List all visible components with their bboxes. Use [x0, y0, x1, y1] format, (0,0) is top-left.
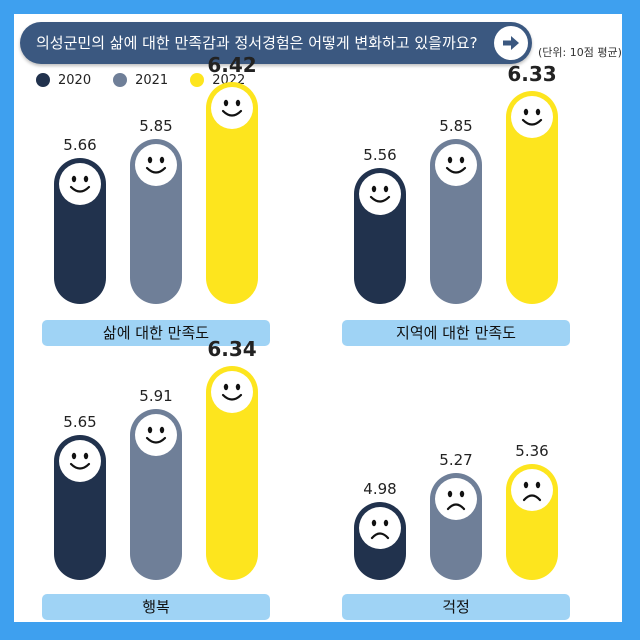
category-label-bg	[42, 320, 270, 346]
face-eye-right	[459, 490, 465, 498]
face-icon	[135, 414, 177, 456]
face-eye-left	[523, 108, 529, 116]
category-label-3: 행복	[142, 598, 170, 616]
frown-face-mouth	[446, 503, 466, 511]
legend-label-2021: 2021	[135, 72, 169, 88]
face-icon	[59, 163, 101, 205]
legend-item-2020: 2020	[36, 73, 91, 88]
face-eye-right	[383, 185, 389, 193]
frown-face-mouth	[522, 494, 542, 502]
face-icon	[211, 371, 253, 413]
face-eye-left	[371, 185, 377, 193]
face-eye-right	[159, 426, 165, 434]
face-icon	[135, 144, 177, 186]
category-label-bg	[342, 320, 570, 346]
smile-face-mouth	[369, 195, 391, 203]
face-eye-left	[223, 99, 229, 107]
header-banner: 의성군민의 삶에 대한 만족감과 정서경험은 어떻게 변화하고 있을까요?	[20, 22, 532, 64]
smile-face-mouth	[69, 462, 91, 470]
face-icon	[211, 87, 253, 129]
data-label-2-2020: 5.56	[363, 146, 396, 164]
face-icon	[435, 478, 477, 520]
face-icon	[59, 440, 101, 482]
face-eye-left	[147, 156, 153, 164]
data-label-1-2022: 6.42	[207, 53, 256, 77]
category-label-4: 걱정	[442, 598, 470, 616]
face-eye-right	[83, 175, 89, 183]
face-eye-right	[459, 156, 465, 164]
category-label-bg	[42, 594, 270, 620]
face-eye-left	[447, 490, 453, 498]
data-label-4-2020: 4.98	[363, 480, 396, 498]
face-icon	[511, 96, 553, 138]
face-eye-left	[147, 426, 153, 434]
data-label-3-2021: 5.91	[139, 387, 172, 405]
face-eye-right	[383, 519, 389, 527]
bar-2-2022	[506, 91, 558, 304]
charts-canvas: 5.66 5.85 6.42 삶에 대한 만족도 5.56 5.85 6.33 지역에 대한 …	[42, 53, 570, 620]
legend-label-2020: 2020	[58, 72, 92, 88]
header-title: 의성군민의 삶에 대한 만족감과 정서경험은 어떻게 변화하고 있을까요?	[36, 34, 478, 52]
face-eye-left	[371, 519, 377, 527]
data-label-1-2020: 5.66	[63, 136, 96, 154]
bar-3-2021	[130, 409, 182, 580]
face-eye-left	[71, 452, 77, 460]
data-label-4-2022: 5.36	[515, 442, 548, 460]
smile-face-mouth	[69, 185, 91, 193]
face-eye-right	[235, 99, 241, 107]
data-label-2-2021: 5.85	[439, 117, 472, 135]
face-eye-left	[523, 481, 529, 489]
unit-note: (단위: 10점 평균)	[538, 46, 622, 59]
face-icon	[359, 173, 401, 215]
bar-3-2022	[206, 366, 258, 580]
data-label-4-2021: 5.27	[439, 451, 472, 469]
face-icon	[359, 507, 401, 549]
data-label-3-2022: 6.34	[207, 337, 256, 361]
frown-face-mouth	[370, 532, 390, 540]
face-eye-left	[447, 156, 453, 164]
category-label-2: 지역에 대한 만족도	[396, 324, 516, 342]
face-eye-right	[235, 383, 241, 391]
smile-face-mouth	[145, 166, 167, 174]
legend-item-2021: 2021	[113, 73, 168, 88]
smile-face-mouth	[221, 109, 243, 117]
face-eye-right	[535, 481, 541, 489]
legend-dot-2022	[190, 73, 205, 87]
infographic-frame: 의성군민의 삶에 대한 만족감과 정서경험은 어떻게 변화하고 있을까요? (단…	[14, 14, 622, 622]
smile-face-mouth	[145, 436, 167, 444]
bar-1-2022	[206, 82, 258, 304]
data-label-2-2022: 6.33	[507, 62, 556, 86]
legend-dot-2021	[113, 73, 128, 87]
face-eye-left	[223, 383, 229, 391]
smile-face-mouth	[521, 118, 543, 126]
face-icon	[435, 144, 477, 186]
category-label-bg	[342, 594, 570, 620]
smile-face-mouth	[221, 393, 243, 401]
data-label-3-2020: 5.65	[63, 413, 96, 431]
face-eye-right	[83, 452, 89, 460]
face-icon	[511, 469, 553, 511]
legend-dot-2020	[36, 73, 50, 87]
data-label-1-2021: 5.85	[139, 117, 172, 135]
category-label-1: 삶에 대한 만족도	[103, 324, 209, 342]
face-eye-right	[159, 156, 165, 164]
face-eye-right	[535, 108, 541, 116]
face-eye-left	[71, 175, 77, 183]
smile-face-mouth	[445, 166, 467, 174]
arrow-right-icon[interactable]	[494, 26, 528, 60]
